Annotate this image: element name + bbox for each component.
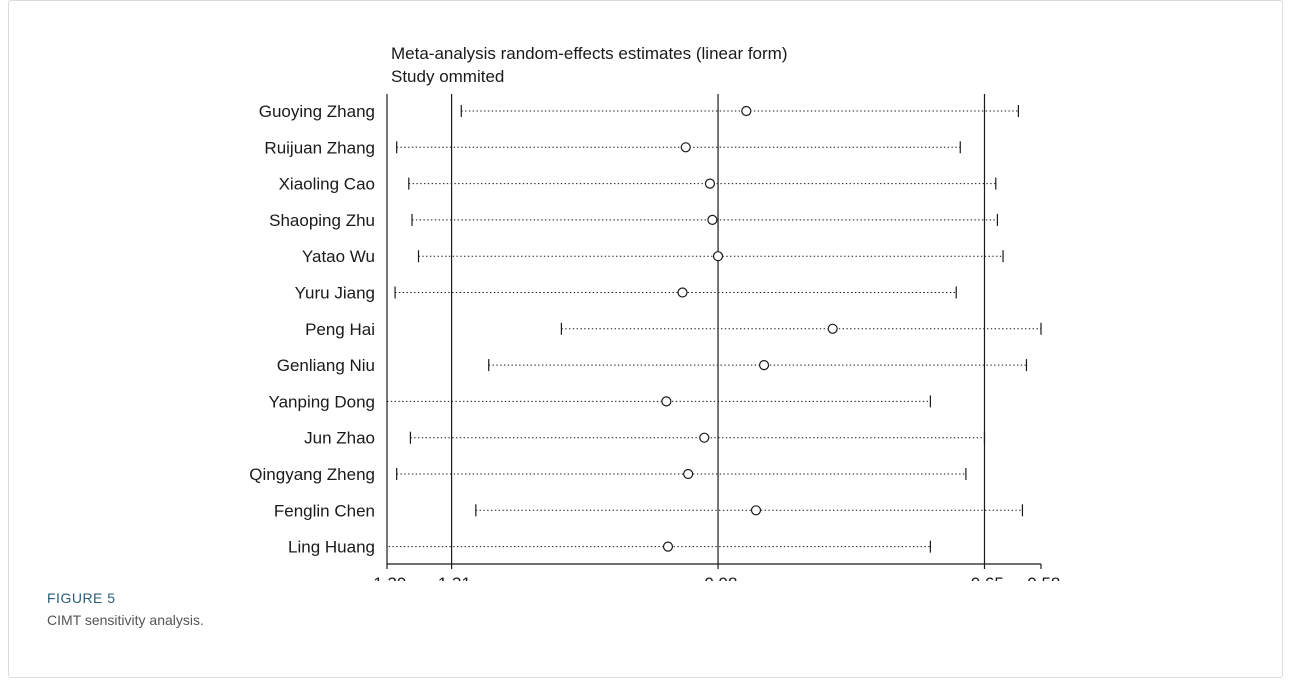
study-label: Fenglin Chen bbox=[274, 501, 375, 520]
point-estimate bbox=[677, 287, 688, 298]
point-estimate bbox=[699, 432, 710, 443]
study-label: Ling Huang bbox=[288, 538, 375, 557]
study-row: Peng Hai bbox=[305, 320, 1042, 339]
study-row: Xiaoling Cao bbox=[279, 175, 997, 194]
study-row: Shaoping Zhu bbox=[269, 211, 999, 230]
study-label: Yatao Wu bbox=[302, 247, 375, 266]
point-estimate bbox=[683, 468, 694, 480]
point-estimate bbox=[750, 505, 762, 516]
point-estimate bbox=[661, 396, 672, 407]
x-tick-label: -0.65 bbox=[965, 574, 1004, 581]
x-tick-label: -1.31 bbox=[432, 574, 471, 581]
study-label: Yanping Dong bbox=[269, 392, 376, 411]
point-estimate bbox=[680, 142, 691, 153]
x-tick-label: -1.39 bbox=[368, 574, 407, 581]
point-estimate bbox=[827, 323, 838, 334]
study-label: Genliang Niu bbox=[277, 356, 375, 375]
point-estimate bbox=[758, 360, 770, 371]
study-label: Shaoping Zhu bbox=[269, 211, 375, 230]
point-estimate bbox=[704, 178, 716, 189]
study-label: Qingyang Zheng bbox=[249, 465, 375, 484]
study-label: Jun Zhao bbox=[304, 429, 375, 448]
study-row: Yanping Dong bbox=[269, 392, 931, 411]
chart-title: Meta-analysis random-effects estimates (… bbox=[391, 44, 788, 63]
figure-caption: CIMT sensitivity analysis. bbox=[47, 612, 204, 628]
study-row: Jun Zhao bbox=[304, 429, 986, 448]
study-label: Guoying Zhang bbox=[259, 102, 375, 121]
forest-plot: Meta-analysis random-effects estimates (… bbox=[249, 44, 1061, 581]
study-row: Fenglin Chen bbox=[274, 501, 1024, 520]
point-estimate bbox=[712, 251, 724, 262]
study-row: Yuru Jiang bbox=[295, 284, 957, 303]
figure-label: FIGURE 5 bbox=[47, 590, 116, 606]
x-tick-label: -0.58 bbox=[1022, 574, 1061, 581]
study-row: Guoying Zhang bbox=[259, 102, 1019, 121]
study-row: Qingyang Zheng bbox=[249, 465, 967, 484]
x-tick-label: -0.98 bbox=[699, 574, 738, 581]
study-row: Genliang Niu bbox=[277, 356, 1028, 375]
point-estimate bbox=[707, 214, 718, 225]
study-label: Peng Hai bbox=[305, 320, 375, 339]
study-row: Ling Huang bbox=[288, 538, 931, 557]
study-label: Yuru Jiang bbox=[295, 284, 375, 303]
study-label: Xiaoling Cao bbox=[279, 175, 375, 194]
figure-frame: Meta-analysis random-effects estimates (… bbox=[8, 0, 1283, 678]
chart-subtitle: Study ommited bbox=[391, 67, 504, 86]
point-estimate bbox=[662, 541, 674, 552]
point-estimate bbox=[741, 105, 752, 117]
study-row: Ruijuan Zhang bbox=[264, 138, 961, 157]
study-row: Yatao Wu bbox=[302, 247, 1004, 266]
study-label: Ruijuan Zhang bbox=[264, 138, 375, 157]
